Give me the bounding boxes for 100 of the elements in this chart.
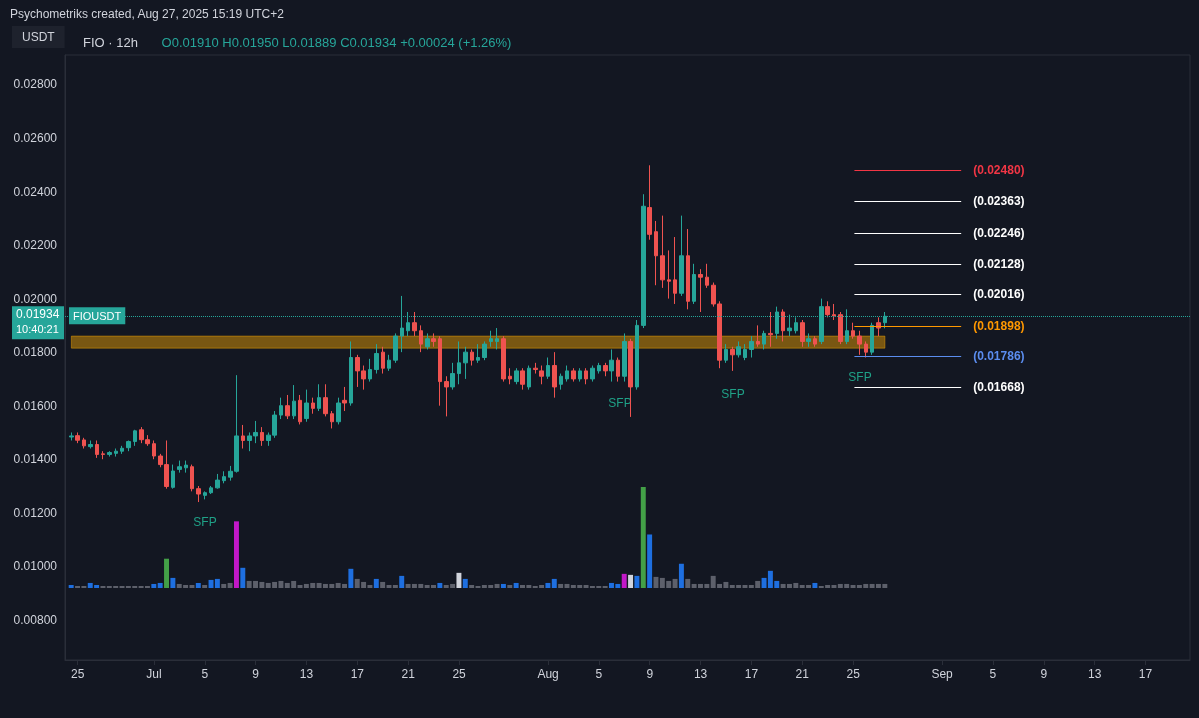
bar	[672, 578, 678, 588]
candlestick	[374, 343, 379, 375]
candlestick	[336, 397, 341, 425]
candlestick	[317, 383, 321, 412]
bar	[621, 573, 627, 588]
candlestick	[800, 319, 805, 348]
candlestick	[450, 362, 455, 391]
ref-line-label: (0.02016)	[973, 287, 1025, 302]
candlestick	[762, 330, 766, 350]
bar	[202, 584, 208, 588]
bar	[462, 578, 468, 588]
bar	[100, 585, 106, 588]
candlestick	[806, 332, 811, 348]
bar	[399, 575, 405, 588]
candlestick	[724, 343, 728, 364]
candlestick	[870, 322, 874, 356]
text: 0.01934	[16, 307, 60, 322]
candlestick	[203, 490, 207, 500]
candlestick	[705, 263, 709, 289]
bar	[812, 582, 818, 588]
x-tick-label: 25	[452, 667, 467, 681]
candlestick	[673, 236, 677, 305]
candlestick	[470, 348, 474, 367]
y-tick-label: 0.02400	[13, 184, 58, 199]
candlestick	[152, 439, 156, 460]
y-tick-label: 0.01000	[13, 559, 58, 574]
bar	[507, 584, 513, 588]
candlestick	[279, 397, 283, 420]
bar	[68, 584, 74, 588]
candlestick	[330, 410, 334, 429]
candlestick	[107, 450, 112, 458]
ref-line-label: (0.02480)	[973, 163, 1025, 178]
candlestick	[342, 386, 347, 412]
candlestick	[565, 365, 569, 383]
bar	[456, 572, 462, 588]
candlestick	[425, 332, 430, 350]
bar	[513, 582, 519, 588]
candlestick	[520, 367, 525, 391]
x-tick-label: Sep	[931, 667, 954, 681]
candlestick	[647, 164, 652, 241]
candlestick	[285, 394, 290, 420]
bar	[437, 582, 443, 588]
candlestick	[381, 346, 385, 375]
bar	[373, 578, 379, 588]
x-tick-label: 9	[1040, 667, 1048, 681]
candlestick	[654, 220, 658, 286]
text: Psychometriks created, Aug 27, 2025 15:19 UTC+2	[10, 7, 285, 21]
bar	[558, 583, 564, 588]
candlestick	[495, 327, 499, 350]
x-tick-label: 17	[1138, 667, 1153, 681]
candlestick	[304, 389, 309, 423]
annotation: SFP	[721, 387, 745, 401]
y-tick-label: 0.01200	[13, 505, 58, 520]
bar	[221, 583, 227, 588]
x-tick-label: 9	[252, 667, 260, 681]
bar	[551, 578, 557, 588]
candlestick	[635, 319, 639, 391]
x-tick-label: 5	[989, 667, 997, 681]
candlestick	[412, 311, 417, 337]
bar	[501, 583, 507, 588]
ref-line-label: (0.01898)	[973, 318, 1025, 333]
candlestick	[298, 394, 302, 425]
candlestick	[215, 473, 220, 490]
bar	[685, 578, 691, 588]
candlestick	[616, 357, 620, 383]
candlestick	[756, 324, 760, 348]
candlestick	[768, 311, 773, 348]
candlestick	[368, 358, 372, 383]
x-tick-label: 13	[1087, 667, 1102, 681]
candlestick	[476, 343, 480, 364]
candlestick	[387, 354, 391, 372]
candlestick	[133, 429, 137, 447]
x-tick-label: 17	[744, 667, 759, 681]
candlestick	[749, 335, 754, 358]
candlestick	[736, 340, 741, 358]
candlestick	[571, 367, 576, 383]
ref-line-label: (0.02246)	[973, 225, 1025, 240]
candlestick	[628, 338, 633, 418]
candlestick	[241, 424, 245, 450]
candlestick	[196, 485, 201, 503]
candlestick	[177, 460, 182, 474]
candlestick	[260, 426, 264, 447]
bar	[240, 567, 246, 588]
candlestick	[660, 215, 665, 289]
x-tick-label: 17	[350, 667, 365, 681]
y-tick-label: 0.01800	[13, 345, 58, 360]
y-tick-label: 0.02600	[13, 130, 58, 145]
candlestick	[349, 340, 353, 407]
bar	[469, 584, 475, 588]
candlestick	[457, 340, 461, 385]
bar	[679, 563, 685, 588]
candlestick	[781, 308, 785, 342]
candlestick	[686, 228, 690, 310]
candlestick	[813, 335, 817, 348]
chart-title: FIO · 12h	[83, 35, 138, 50]
candlestick	[584, 367, 588, 385]
candlestick	[825, 300, 830, 318]
x-tick-label: 5	[595, 667, 603, 681]
candlestick	[698, 268, 703, 313]
x-tick-label: 5	[201, 667, 209, 681]
